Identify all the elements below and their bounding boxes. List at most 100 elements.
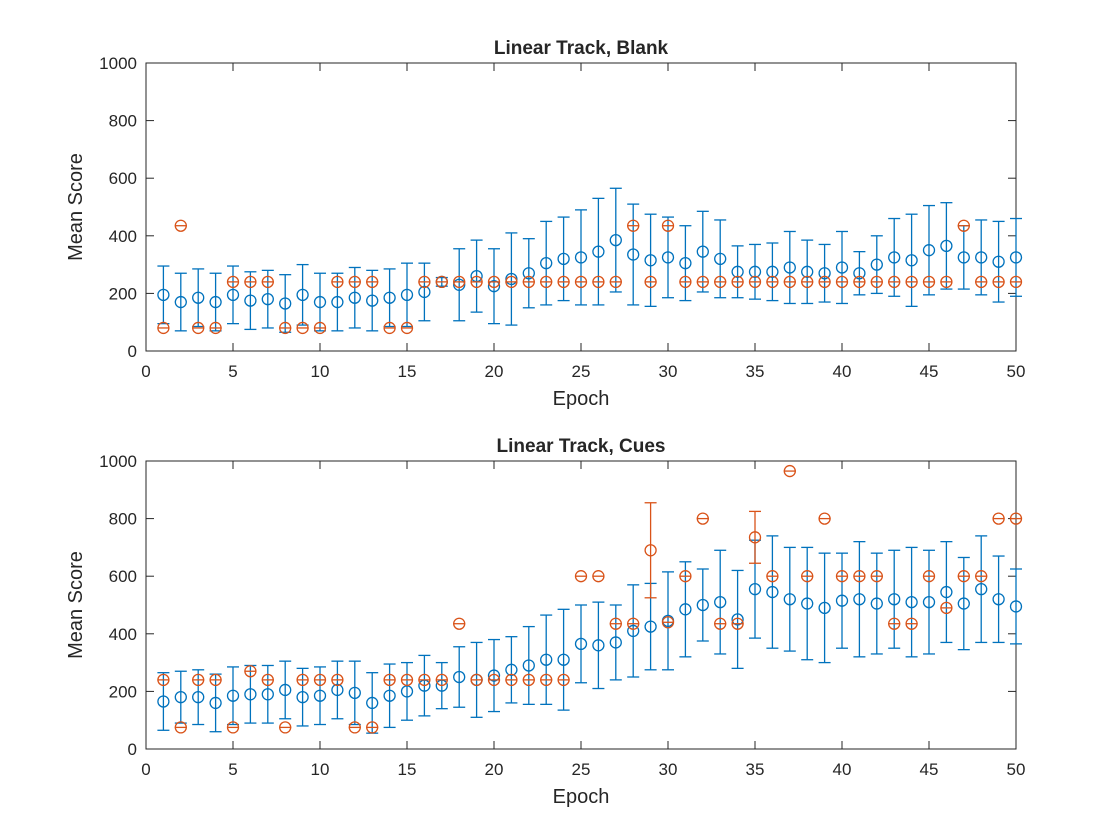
series-1: [157, 535, 1023, 734]
data-point: [174, 219, 187, 232]
series-1: [157, 187, 1023, 333]
data-point: [574, 637, 588, 651]
data-point: [296, 673, 309, 687]
data-point: [174, 691, 187, 704]
data-point: [487, 280, 501, 293]
y-tick-label: 400: [109, 625, 137, 644]
data-point: [609, 617, 622, 630]
x-tick-label: 0: [141, 362, 150, 381]
data-point: [592, 245, 605, 258]
data-point: [366, 696, 379, 710]
subplot-linear-track-cues: Linear Track, Cues Epoch Mean Score 0 5 10…: [65, 436, 1025, 808]
data-point: [470, 673, 483, 687]
data-point: [366, 721, 379, 734]
data-point: [453, 275, 466, 289]
data-point: [766, 275, 779, 289]
data-point: [366, 275, 379, 289]
data-point: [209, 673, 222, 687]
data-point: [244, 275, 257, 289]
data-point: [348, 275, 361, 289]
y-tick-label: 0: [128, 740, 137, 759]
data-point: [348, 686, 361, 699]
data-point: [992, 593, 1005, 606]
y-tick-label: 800: [109, 112, 137, 131]
data-point: [748, 265, 762, 278]
x-tick-label: 25: [572, 760, 591, 779]
x-tick-label: 15: [398, 760, 417, 779]
data-point: [853, 570, 866, 583]
data-point: [574, 251, 588, 264]
y-tick-label: 1000: [99, 54, 137, 73]
data-point: [331, 275, 344, 289]
data-point: [1009, 600, 1023, 613]
data-point: [888, 251, 901, 264]
data-point: [714, 252, 727, 265]
x-tick-label: 5: [228, 760, 237, 779]
data-point: [435, 275, 448, 289]
data-point: [313, 689, 327, 702]
data-point: [870, 597, 883, 610]
data-point: [783, 275, 796, 289]
data-point: [696, 512, 709, 525]
data-point: [975, 570, 988, 583]
data-point: [522, 673, 535, 687]
data-point: [801, 597, 814, 610]
data-point: [957, 570, 970, 583]
data-point: [853, 593, 866, 606]
x-tick-label: 5: [228, 362, 237, 381]
data-point: [888, 275, 901, 289]
data-point: [557, 252, 570, 265]
data-point: [557, 673, 570, 687]
y-tick-label: 600: [109, 567, 137, 586]
data-point: [296, 288, 309, 301]
data-point: [731, 613, 744, 626]
data-point: [192, 291, 205, 304]
data-point: [922, 244, 936, 257]
data-point: [383, 321, 396, 335]
data-point: [313, 295, 327, 309]
data-point: [766, 265, 779, 278]
data-point: [435, 673, 448, 687]
data-point: [313, 321, 327, 335]
data-point: [696, 245, 709, 258]
data-point: [592, 275, 605, 289]
data-point: [192, 673, 205, 687]
data-point: [801, 265, 814, 278]
data-point: [888, 593, 901, 606]
data-point: [557, 653, 570, 666]
x-tick-label: 20: [485, 362, 504, 381]
x-tick-label: 10: [311, 760, 330, 779]
data-point: [540, 257, 553, 270]
data-point: [679, 570, 692, 583]
data-point: [157, 321, 170, 335]
data-point: [957, 251, 970, 264]
data-point: [940, 601, 953, 615]
data-point: [714, 595, 727, 609]
data-point: [261, 293, 274, 306]
data-point: [957, 219, 970, 232]
data-point: [296, 321, 309, 335]
data-point: [279, 297, 292, 310]
x-tick-label: 40: [833, 362, 852, 381]
x-tick-label: 35: [746, 760, 765, 779]
data-point: [714, 275, 727, 289]
data-point: [905, 595, 918, 609]
data-point: [748, 583, 762, 596]
data-point: [731, 617, 744, 630]
data-point: [331, 683, 344, 697]
y-axis-label: Mean Score: [65, 153, 87, 261]
x-tick-label: 20: [485, 760, 504, 779]
data-point: [540, 673, 553, 687]
data-point: [279, 683, 292, 697]
data-point: [331, 673, 344, 687]
data-point: [192, 691, 205, 704]
x-tick-label: 45: [920, 362, 939, 381]
data-point: [818, 512, 831, 525]
data-point: [627, 624, 640, 638]
y-tick-label: 800: [109, 510, 137, 529]
data-point: [505, 272, 518, 286]
data-point: [261, 673, 274, 687]
data-point: [940, 585, 953, 599]
data-point: [418, 673, 431, 687]
